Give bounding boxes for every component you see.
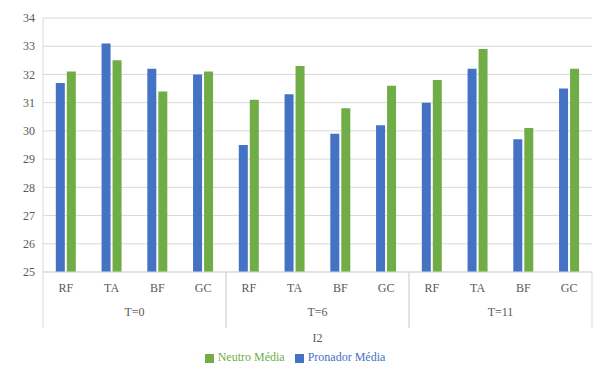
svg-text:BF: BF <box>333 281 348 295</box>
svg-text:T=6: T=6 <box>307 305 327 319</box>
svg-text:27: 27 <box>23 209 35 223</box>
svg-text:I2: I2 <box>313 331 323 345</box>
svg-text:29: 29 <box>23 152 35 166</box>
svg-text:32: 32 <box>23 68 35 82</box>
svg-text:BF: BF <box>516 281 531 295</box>
html-text:Neutro Média: Neutro Média <box>217 350 285 364</box>
html-text:Pronador Média: Pronador Média <box>307 350 386 364</box>
svg-text:RF: RF <box>59 281 74 295</box>
svg-text:31: 31 <box>23 96 35 110</box>
svg-text:GC: GC <box>195 281 212 295</box>
svg-text:T=11: T=11 <box>488 305 514 319</box>
svg-text:TA: TA <box>287 281 302 295</box>
svg-text:28: 28 <box>23 181 35 195</box>
svg-text:BF: BF <box>150 281 165 295</box>
svg-text:TA: TA <box>104 281 119 295</box>
svg-text:RF: RF <box>425 281 440 295</box>
svg-text:T=0: T=0 <box>124 305 144 319</box>
svg-text:34: 34 <box>23 11 35 25</box>
svg-text:RF: RF <box>242 281 257 295</box>
svg-text:GC: GC <box>378 281 395 295</box>
svg-text:30: 30 <box>23 124 35 138</box>
svg-text:GC: GC <box>561 281 578 295</box>
svg-text:25: 25 <box>23 265 35 279</box>
svg-text:33: 33 <box>23 39 35 53</box>
svg-text:26: 26 <box>23 237 35 251</box>
svg-text:TA: TA <box>470 281 485 295</box>
